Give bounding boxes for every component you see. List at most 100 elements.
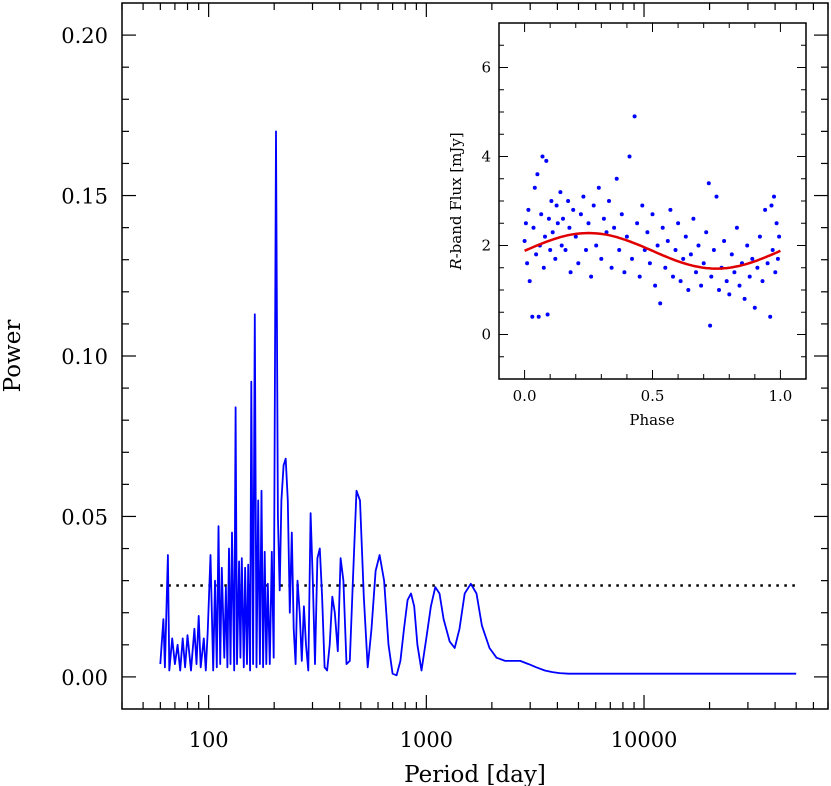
- inset-y-tick-label: 2: [481, 237, 491, 255]
- periodogram-power-line: [159, 130, 797, 677]
- inset-ticks: [498, 22, 807, 380]
- inset-data-point: [647, 261, 652, 266]
- inset-data-point: [737, 283, 742, 288]
- inset-data-point: [773, 270, 778, 275]
- main-ticks: [122, 3, 828, 709]
- inset-data-point: [567, 225, 572, 230]
- inset-data-point: [727, 292, 732, 297]
- inset-data-point: [655, 243, 660, 248]
- inset-data-point: [699, 283, 704, 288]
- inset-data-point: [768, 314, 773, 319]
- inset-data-point: [617, 248, 622, 252]
- inset-sinusoid-fit: [524, 231, 781, 270]
- x-tick-label: 1000: [400, 728, 453, 752]
- inset-data-point: [548, 248, 553, 252]
- y-tick-label: 0.05: [61, 505, 108, 529]
- inset-data-point: [530, 314, 535, 319]
- inset-data-point: [624, 234, 629, 239]
- inset-data-point: [704, 230, 709, 235]
- inset-data-point: [540, 154, 545, 159]
- inset-data-point: [609, 265, 614, 270]
- inset-data-point: [581, 194, 586, 199]
- inset-data-point: [563, 248, 568, 252]
- inset-data-point: [543, 234, 547, 239]
- inset-data-point: [589, 274, 594, 279]
- inset-data-point: [750, 256, 755, 261]
- main-minor-ticks: [121, 3, 829, 709]
- inset-data-point: [665, 239, 670, 243]
- inset-data-point: [614, 176, 619, 181]
- y-tick-label: 0.15: [61, 185, 108, 209]
- x-tick-label: 10000: [611, 728, 678, 752]
- inset-data-point: [769, 203, 774, 208]
- inset-data-point: [663, 265, 668, 270]
- inset-data-point: [696, 243, 701, 248]
- inset-data-point: [553, 256, 558, 261]
- inset-data-point: [706, 181, 711, 186]
- inset-x-tick-label: 1.0: [768, 387, 792, 405]
- inset-y-tick-label: 4: [481, 148, 491, 166]
- inset-data-point: [745, 243, 750, 248]
- inset-data-point: [546, 216, 551, 221]
- inset-data-point: [640, 203, 645, 208]
- inset-data-point: [722, 239, 727, 243]
- inset-data-point: [550, 230, 555, 235]
- inset-data-point: [688, 252, 693, 257]
- inset-data-point: [724, 279, 729, 284]
- inset-data-point: [539, 212, 544, 217]
- inset-data-point: [694, 270, 698, 275]
- inset-data-point: [604, 230, 609, 235]
- inset-data-point: [760, 279, 765, 284]
- y-axis-title: Power: [0, 320, 26, 393]
- inset-data-point: [619, 212, 624, 217]
- inset-phase-plot: 0.0 0.5 1.0 0 2 4 6 Phase R-band Flux [mJy]: [447, 22, 807, 429]
- x-tick-label: 100: [189, 728, 229, 752]
- inset-data-point: [658, 301, 663, 306]
- inset-data-point: [522, 239, 527, 243]
- inset-data-point: [742, 296, 747, 301]
- inset-data-point: [594, 243, 599, 248]
- inset-data-point: [531, 225, 536, 230]
- inset-data-point: [775, 256, 780, 261]
- inset-data-point: [637, 274, 642, 279]
- inset-data-point: [632, 114, 637, 119]
- inset-data-point: [559, 243, 564, 248]
- inset-data-point: [708, 323, 713, 328]
- inset-data-point: [571, 207, 576, 212]
- inset-data-point: [683, 234, 688, 239]
- inset-data-point: [535, 172, 540, 177]
- y-tick-label: 0.10: [61, 345, 108, 369]
- inset-data-point: [777, 234, 782, 239]
- inset-data-point: [729, 252, 734, 257]
- inset-y-tick-label: 0: [481, 326, 491, 344]
- inset-data-point: [691, 216, 696, 221]
- inset-data-point: [555, 221, 560, 226]
- inset-y-axis-title-band: R: [447, 258, 465, 270]
- inset-x-tick-label: 0.0: [513, 387, 537, 405]
- inset-data-point: [568, 270, 573, 275]
- inset-data-point: [532, 185, 537, 190]
- inset-data-point: [763, 207, 768, 212]
- inset-data-point: [558, 190, 563, 195]
- inset-data-point: [660, 225, 665, 230]
- inset-plot-frame: [498, 22, 807, 380]
- inset-y-axis-title: R-band Flux [mJy]: [447, 132, 465, 270]
- inset-data-point: [534, 252, 539, 257]
- inset-data-point: [678, 279, 683, 284]
- inset-data-point: [566, 199, 571, 203]
- inset-data-point: [755, 265, 760, 270]
- inset-data-point: [645, 230, 650, 235]
- inset-data-point: [527, 279, 532, 284]
- inset-data-point: [717, 288, 721, 292]
- inset-data-point: [541, 265, 546, 270]
- inset-data-point: [686, 288, 691, 292]
- inset-data-point: [599, 256, 604, 261]
- inset-data-point: [607, 199, 611, 203]
- inset-data-point: [612, 225, 617, 230]
- inset-data-point: [525, 261, 530, 266]
- inset-data-point: [732, 270, 737, 275]
- x-axis-title: Period [day]: [404, 762, 546, 786]
- inset-data-point: [772, 194, 776, 199]
- inset-data-point: [544, 158, 549, 163]
